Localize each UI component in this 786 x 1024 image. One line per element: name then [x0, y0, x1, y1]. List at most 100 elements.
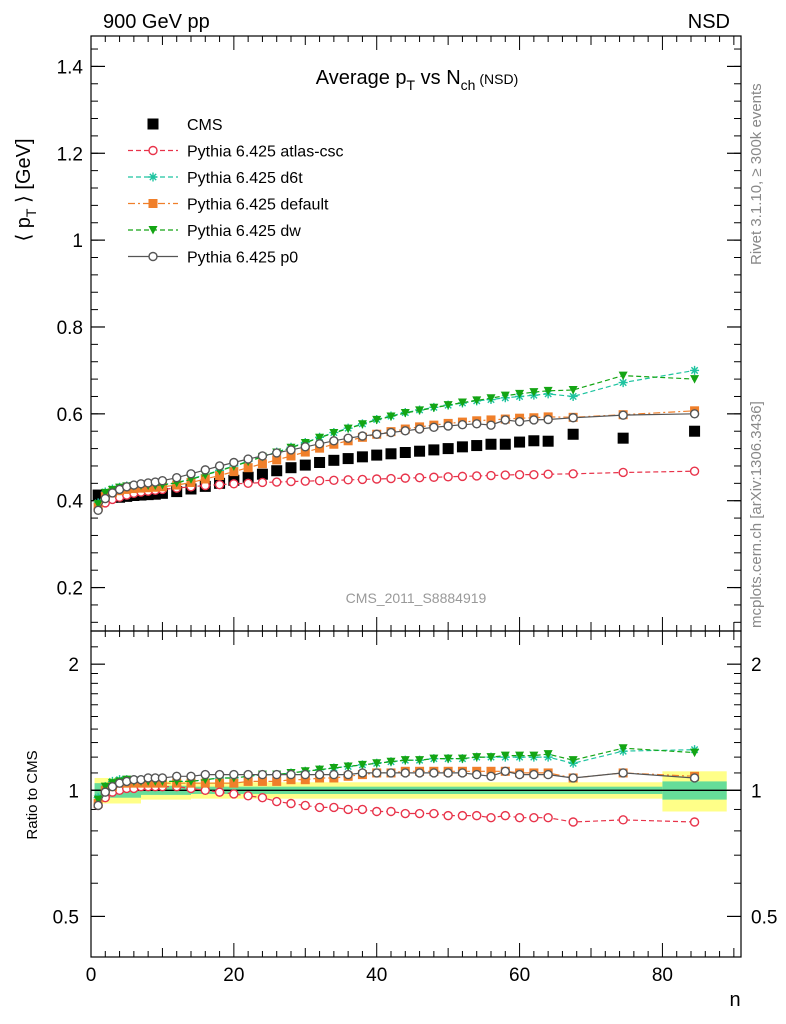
analysis-watermark: CMS_2011_S8884919	[346, 590, 487, 606]
legend-item: CMS	[147, 117, 223, 134]
data-point	[472, 769, 482, 780]
data-point	[543, 414, 553, 425]
data-point	[414, 768, 425, 778]
mcplots-label: mcplots.cern.ch [arXiv:1306.3436]	[748, 401, 765, 628]
data-point	[357, 420, 367, 429]
data-point	[300, 800, 310, 811]
data-point	[486, 813, 496, 823]
ratio-plot-frame	[90, 630, 742, 958]
data-point	[486, 470, 496, 481]
data-point	[400, 756, 410, 765]
data-point	[529, 415, 539, 425]
legend-label: Pythia 6.425 dw	[187, 223, 301, 240]
data-point	[214, 479, 225, 490]
data-point	[329, 769, 339, 780]
data-point	[314, 439, 325, 449]
ratio-plot-panel: 0.5 0.51 12 20 20 40 60 80 Ratio to CMS n	[24, 630, 777, 1011]
data-point	[257, 769, 268, 780]
data-point	[472, 753, 482, 762]
data-point	[486, 394, 496, 403]
data-point	[542, 435, 554, 447]
data-point	[272, 776, 282, 786]
legend-item: Pythia 6.425 default	[128, 197, 329, 214]
data-point	[343, 762, 353, 771]
process-label: NSD	[688, 11, 730, 33]
data-point	[100, 488, 110, 498]
data-point	[300, 442, 310, 452]
series-line	[97, 747, 695, 800]
legend-marker	[148, 199, 158, 208]
ratio-plot-axes: 0.5 0.51 12 20 20 40 60 80	[53, 630, 777, 986]
data-point	[428, 444, 440, 456]
data-point	[186, 469, 196, 479]
data-point	[157, 773, 168, 783]
data-point	[486, 771, 496, 781]
data-point	[229, 778, 239, 788]
data-point	[272, 448, 282, 458]
data-point	[689, 425, 701, 437]
data-point	[300, 447, 310, 457]
data-point	[543, 769, 553, 780]
series-pythia-6-425-atlas-csc	[93, 466, 700, 515]
ratio-tick-label: 0.5	[53, 907, 79, 928]
ratio-tick-label-right: 2	[751, 655, 762, 676]
data-point	[328, 454, 340, 466]
data-point	[500, 810, 510, 821]
ratio-plot-series	[93, 744, 700, 827]
data-point	[500, 751, 510, 761]
data-point	[329, 436, 339, 446]
data-point	[300, 775, 310, 785]
data-point	[286, 451, 296, 461]
data-point	[457, 768, 468, 778]
data-point	[386, 473, 396, 484]
data-point	[93, 795, 103, 805]
data-point	[690, 365, 700, 375]
data-point	[486, 420, 496, 430]
x-tick-label: 20	[223, 965, 244, 986]
y-tick-label: 1.4	[57, 57, 84, 78]
data-point	[429, 768, 439, 778]
main-plot-axes: 0.2 0.4 0.6 0.8 1 1.2 1.4	[57, 35, 742, 632]
ratio-axis-label: Ratio to CMS	[24, 750, 41, 839]
data-point	[186, 771, 196, 781]
legend-marker	[148, 226, 158, 235]
data-point	[400, 426, 410, 436]
data-point	[342, 453, 354, 465]
data-point	[486, 766, 496, 776]
data-point	[486, 753, 496, 762]
data-point	[299, 459, 311, 471]
data-point	[500, 391, 510, 401]
data-point	[415, 756, 425, 765]
data-point	[386, 806, 396, 817]
plot-title: Average pT vs Nch (NSD)	[316, 67, 519, 93]
data-point	[329, 428, 339, 438]
data-point	[472, 419, 482, 429]
data-point	[442, 443, 454, 455]
legend-item: Pythia 6.425 p0	[128, 250, 298, 267]
data-point	[400, 808, 410, 819]
y-tick-label: 0.4	[57, 492, 84, 513]
data-point	[689, 817, 700, 827]
data-point	[529, 469, 539, 480]
data-point	[385, 448, 397, 460]
x-tick-label: 0	[86, 965, 97, 986]
data-point	[486, 415, 496, 425]
data-point	[214, 787, 225, 797]
x-tick-label: 80	[652, 965, 673, 986]
data-point	[256, 468, 268, 480]
legend: CMS Pythia 6.425 atlas-csc Pythia 6.425 d6…	[128, 117, 344, 267]
data-point	[286, 798, 296, 809]
x-tick-label: 60	[509, 965, 530, 986]
data-point	[356, 451, 368, 463]
data-point	[485, 438, 497, 450]
y-tick-label: 1	[72, 231, 83, 252]
data-point	[568, 385, 578, 395]
data-point	[372, 806, 382, 817]
data-point	[257, 776, 267, 786]
data-point	[399, 447, 411, 458]
main-plot-series	[92, 365, 701, 515]
legend-item: Pythia 6.425 dw	[128, 223, 301, 240]
legend-marker	[148, 251, 158, 262]
data-point	[215, 471, 225, 481]
data-point	[386, 768, 396, 778]
